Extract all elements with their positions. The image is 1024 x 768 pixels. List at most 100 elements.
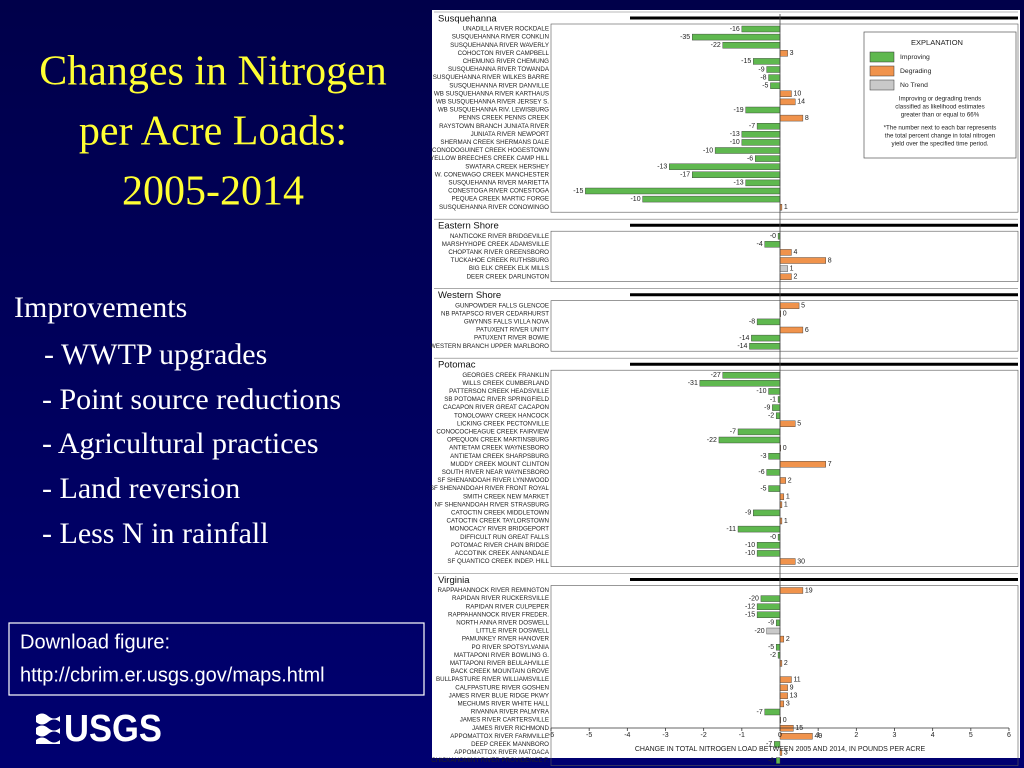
row-label: TONOLOWAY CREEK HANCOCK xyxy=(454,412,550,419)
row-label: CATOCTIN CREEK MIDDLETOWN xyxy=(451,510,549,517)
bar xyxy=(756,603,781,610)
percent-label: -13 xyxy=(734,180,744,187)
bar xyxy=(775,644,781,651)
bar xyxy=(764,708,781,716)
legend-note: *The number next to each bar represents xyxy=(884,125,997,132)
percent-label: 1 xyxy=(784,204,788,211)
row-label: APPOMATTOX RIVER FARMVILLE xyxy=(450,733,549,740)
usgs-logo: USGS xyxy=(36,708,162,750)
bar xyxy=(737,525,781,533)
bar xyxy=(779,635,785,643)
percent-label: -8 xyxy=(768,757,774,764)
row-label: APPOMATTOX RIVER MATOACA xyxy=(454,749,550,756)
percent-label: 9 xyxy=(790,685,794,692)
row-label: MUDDY CREEK MOUNT CLINTON xyxy=(450,461,549,468)
percent-label: 3 xyxy=(790,50,794,57)
percent-label: 3 xyxy=(786,701,790,708)
percent-label: -10 xyxy=(756,388,766,395)
group-title: Potomac xyxy=(438,360,476,371)
group-frame xyxy=(550,369,1019,567)
legend-label: Degrading xyxy=(900,68,932,75)
row-label: DIFFICULT RUN GREAT FALLS xyxy=(460,534,549,541)
row-label: BIG ELK CREEK ELK MILLS xyxy=(469,265,549,272)
row-label: SUSQUEHANNA RIVER CONOWINGO xyxy=(439,204,549,211)
bar xyxy=(718,436,781,444)
percent-label: -14 xyxy=(739,335,749,342)
row-label: WILLS CREEK CUMBERLAND xyxy=(462,380,549,387)
percent-label: 1 xyxy=(784,502,788,509)
percent-label: -9 xyxy=(764,404,770,411)
row-label: MARSHYHOPE CREEK ADAMSVILLE xyxy=(442,241,549,248)
bar xyxy=(741,25,781,33)
bar xyxy=(779,733,813,740)
row-label: PAMUNKEY RIVER HANOVER xyxy=(462,636,550,643)
row-label: JUNIATA RIVER NEWPORT xyxy=(471,131,550,138)
bar xyxy=(756,122,781,130)
legend-note: greater than or equal to 66% xyxy=(901,112,980,119)
percent-label: -15 xyxy=(741,58,751,65)
row-label: W. CONEWAGO CREEK MANCHESTER xyxy=(435,171,550,178)
percent-label: -7 xyxy=(749,123,755,130)
row-label: NB PATAPSCO RIVER CEDARHURST xyxy=(441,310,549,317)
percent-label: -4 xyxy=(756,241,762,248)
legend: EXPLANATION Improving Degrading No Trend Imp… xyxy=(863,31,1017,159)
bar xyxy=(745,106,781,114)
bar xyxy=(760,595,781,602)
row-label: SF QUANTICO CREEK INDEP. HILL xyxy=(447,558,549,565)
percent-label: -6 xyxy=(747,155,753,162)
row-label: ANTIETAM CREEK SHARPSBURG xyxy=(450,453,549,460)
row-label: SB POTOMAC RIVER SPRINGFIELD xyxy=(444,396,549,403)
row-label: SHERMAN CREEK SHERMANS DALE xyxy=(440,139,549,146)
bar xyxy=(779,558,796,565)
bar xyxy=(779,477,786,484)
bar xyxy=(779,90,792,98)
bar xyxy=(741,131,781,138)
bar xyxy=(779,265,788,272)
row-label: MATTAPONI RIVER BOWLING G. xyxy=(454,652,549,659)
row-label: TUCKAHOE CREEK RUTHSBURG xyxy=(451,257,550,264)
group-frame xyxy=(550,23,1019,213)
bar xyxy=(741,139,781,146)
legend-note: yield over the specified time period. xyxy=(892,141,989,148)
row-label: JAMES RIVER RICHMOND xyxy=(472,725,550,732)
percent-label: -20 xyxy=(755,628,765,635)
percent-label: -7 xyxy=(766,741,772,748)
download-line: Download figure: xyxy=(20,631,170,653)
percent-label: -22 xyxy=(711,42,721,49)
x-tick-label: 3 xyxy=(893,732,897,739)
row-label: WB SUSQUEHANNA RIV. LEWISBURG xyxy=(438,107,549,114)
percent-label: 14 xyxy=(797,99,805,106)
percent-label: -10 xyxy=(745,550,755,557)
percent-label: 0 xyxy=(783,445,787,452)
percent-label: 5 xyxy=(801,303,805,310)
percent-label: -10 xyxy=(703,147,713,154)
percent-label: -12 xyxy=(745,604,755,611)
percent-label: 2 xyxy=(788,477,792,484)
row-label: BULLPASTURE RIVER WILLIAMSVILLE xyxy=(436,676,549,683)
bar xyxy=(692,171,781,179)
percent-label: -7 xyxy=(756,709,762,716)
bar xyxy=(779,587,804,594)
row-label: LICKING CREEK PECTONVILLE xyxy=(457,420,549,427)
percent-label: 7 xyxy=(828,461,832,468)
download-link[interactable]: http://cbrim.er.usgs.gov/maps.html xyxy=(20,664,325,686)
bar xyxy=(749,343,781,350)
bullets: Improvements - WWTP upgrades - Point sou… xyxy=(14,291,341,550)
x-tick-label: -2 xyxy=(701,732,707,739)
group-frame xyxy=(550,585,1019,766)
bar xyxy=(642,195,781,203)
row-label: RAPIDAN RIVER CULPEPER xyxy=(466,603,550,610)
bar xyxy=(756,542,781,549)
percent-label: 0 xyxy=(783,311,787,318)
x-tick-label: 1 xyxy=(816,732,820,739)
bar xyxy=(775,757,781,764)
percent-label: 1 xyxy=(786,494,790,501)
legend-label: No Trend xyxy=(900,82,928,89)
bar xyxy=(779,326,804,334)
bar xyxy=(714,147,781,154)
row-label: DEEP CREEK MANNBORO xyxy=(471,741,549,748)
bullet-item: - Agricultural practices xyxy=(42,427,319,460)
x-tick-label: 5 xyxy=(969,732,973,739)
legend-swatch xyxy=(869,79,895,91)
